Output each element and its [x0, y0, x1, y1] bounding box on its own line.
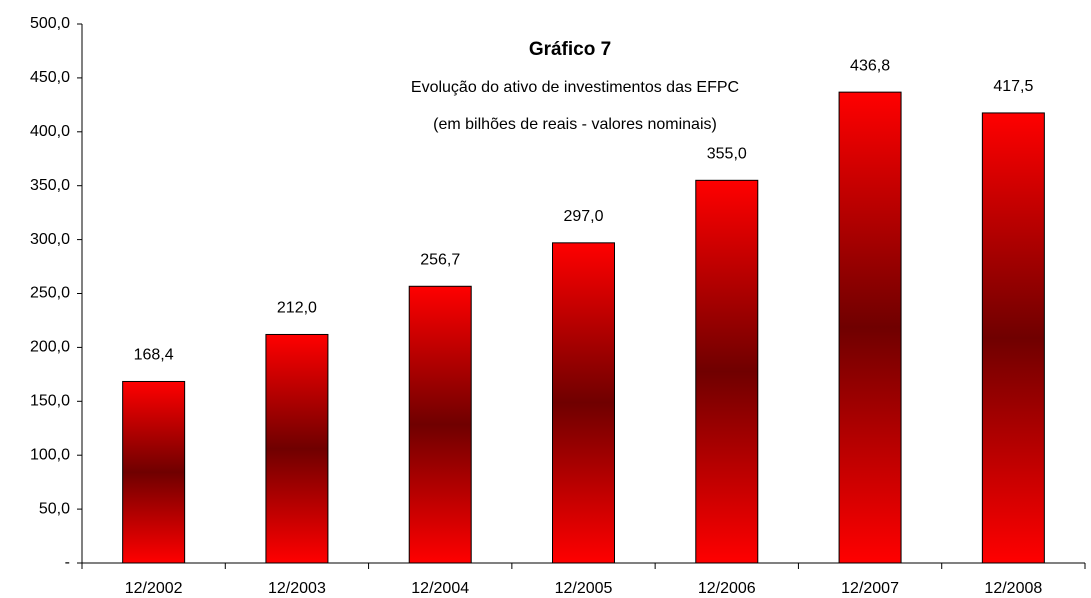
bar — [838, 91, 902, 564]
value-label: 417,5 — [993, 78, 1033, 95]
chart-subtitle: (em bilhões de reais - valores nominais) — [433, 116, 717, 133]
x-tick-label: 12/2003 — [268, 580, 326, 597]
value-label: 355,0 — [707, 146, 747, 163]
x-tick-label: 12/2005 — [555, 580, 613, 597]
bar — [265, 333, 329, 564]
bar — [408, 285, 472, 564]
chart-subtitle: Evolução do ativo de investimentos das E… — [411, 79, 739, 96]
value-label: 212,0 — [277, 300, 317, 317]
x-tick-label: 12/2004 — [411, 580, 469, 597]
y-tick-label: 150,0 — [30, 393, 70, 410]
y-tick-label: 450,0 — [30, 69, 70, 86]
y-tick-label: 400,0 — [30, 123, 70, 140]
x-tick-label: 12/2006 — [698, 580, 756, 597]
y-tick-label: 350,0 — [30, 177, 70, 194]
bar — [981, 112, 1045, 564]
x-tick-label: 12/2007 — [841, 580, 899, 597]
y-tick-label: 500,0 — [30, 15, 70, 32]
x-tick-label: 12/2008 — [984, 580, 1042, 597]
value-label: 168,4 — [134, 347, 174, 364]
y-tick-label: 50,0 — [39, 500, 70, 517]
x-tick-label: 12/2002 — [125, 580, 183, 597]
value-label: 256,7 — [420, 251, 460, 268]
bar — [122, 380, 186, 564]
value-label: 436,8 — [850, 57, 890, 74]
value-label: 297,0 — [563, 208, 603, 225]
y-tick-label: 200,0 — [30, 339, 70, 356]
y-tick-label: 300,0 — [30, 231, 70, 248]
y-tick-label: 100,0 — [30, 446, 70, 463]
chart-title: Gráfico 7 — [529, 39, 611, 60]
bar — [552, 242, 615, 564]
bar — [695, 179, 759, 564]
y-tick-label: - — [65, 554, 70, 571]
y-tick-label: 250,0 — [30, 285, 70, 302]
